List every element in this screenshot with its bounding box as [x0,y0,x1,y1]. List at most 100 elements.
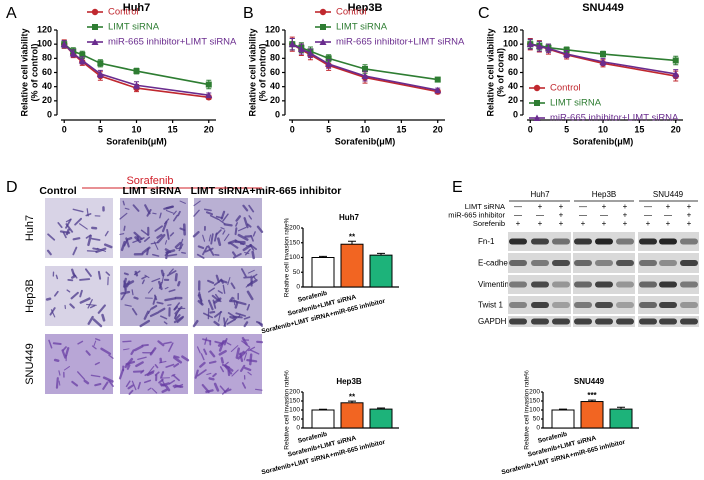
blot-band [595,281,613,288]
condition-sign: + [646,219,651,228]
cell [213,320,220,327]
cell [231,369,239,377]
panel-letter: E [452,179,463,196]
cell [154,364,159,369]
x-tick-label: 0 [528,124,533,134]
cell [211,294,221,302]
blot-band [531,318,549,325]
cell [164,240,168,245]
cell [243,352,248,361]
cell [247,371,252,376]
blot-band [552,318,570,325]
group-label: Huh7 [530,190,550,199]
cell [143,310,150,320]
panel-letter: D [6,179,18,196]
y-tick-label: 150 [289,398,300,405]
condition-label: Sorefenib [473,219,505,228]
cell [85,350,91,356]
cell [234,301,239,309]
marker [563,50,571,58]
blot-band [639,302,657,308]
cell [177,210,181,217]
cell [234,227,238,236]
cell [108,354,114,359]
legend-label: Control [108,7,139,18]
cell [202,245,208,256]
legend-label: LIMT siRNA [550,98,602,109]
error-bar [617,406,625,410]
cell [161,220,168,233]
cell [229,241,239,249]
cell [120,292,127,301]
cell [97,304,106,314]
bar [311,257,335,288]
y-tick-label: 120 [265,24,280,34]
cell [243,316,251,320]
y-axis-label: Relative cell invasion rate% [284,218,291,298]
cell [168,342,174,352]
x-axis-label: Sorafenib(μM) [335,136,396,146]
cell [235,215,242,222]
cell [90,374,101,378]
cell [52,342,62,345]
bar [369,254,393,288]
cell [222,230,226,235]
y-tick-label: 0 [275,109,280,119]
cell [100,347,112,355]
cell [234,239,245,246]
cell [58,370,61,376]
cell [126,364,131,370]
cell [46,249,52,256]
y-tick-label: 200 [529,389,540,396]
significance-label: ** [349,232,356,241]
cell [201,383,210,394]
y-tick-label: 150 [529,398,540,405]
blot-band [680,318,698,325]
cell [164,248,172,254]
cell [133,296,139,300]
y-tick-label: 100 [289,254,300,261]
cell [143,379,152,384]
cell [166,228,170,240]
x-tick-label: 5 [326,124,331,134]
cell [251,250,255,260]
cell [235,222,238,227]
cell [247,269,255,274]
condition-sign: + [538,202,543,211]
cell [57,222,63,229]
cell [172,374,180,382]
cell [214,293,222,303]
cell [200,353,205,361]
cell [235,300,247,306]
marker [434,76,441,83]
cell [196,253,205,259]
cell [192,231,200,238]
y-tick-label: 20 [270,95,280,105]
legend-label: Control [550,83,581,94]
cell [72,246,78,256]
cell [158,378,164,384]
cell [126,236,133,241]
cell [237,233,249,241]
significance-label: ** [349,392,356,401]
cell [197,299,204,306]
cell [84,268,92,277]
y-tick-label: 150 [289,239,300,246]
cell [123,239,128,247]
cell [131,380,137,391]
cell [202,338,212,342]
blot-band [552,281,570,288]
y-axis-label: (% of control) [257,44,267,102]
column-label: LIMT siRNA+miR-665 inhibitor [191,185,342,197]
condition-sign: + [623,202,628,211]
cell [174,273,178,282]
cell [209,350,216,358]
cell [143,236,151,242]
cell [194,369,199,379]
cell [192,319,199,328]
cell [164,384,171,392]
cell [246,223,252,228]
cell [83,379,90,385]
y-axis-label: Relative cell invasion rate% [524,370,531,450]
